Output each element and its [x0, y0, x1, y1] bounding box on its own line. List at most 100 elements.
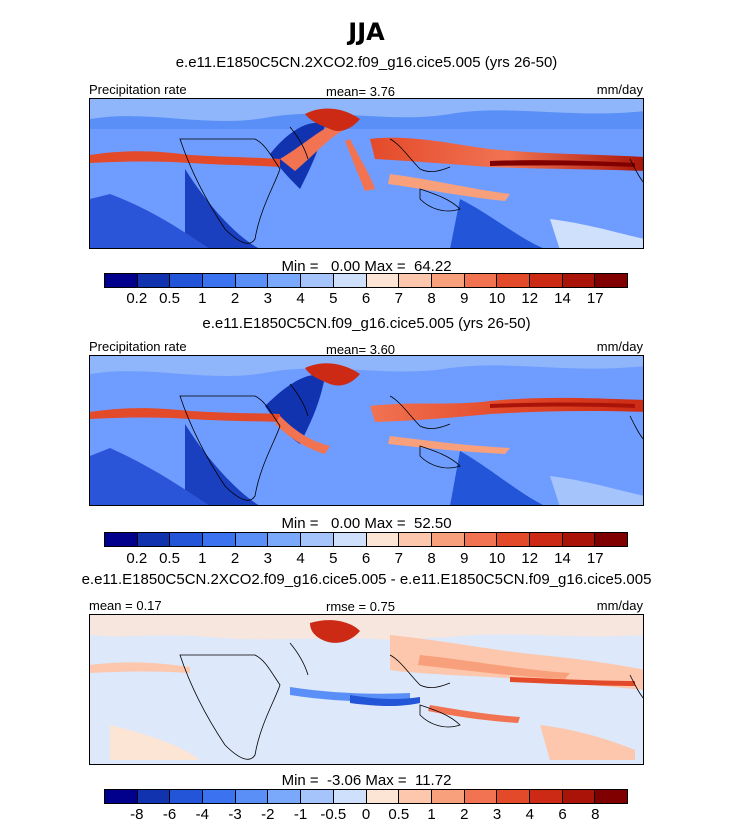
colorbar-cell	[268, 274, 302, 287]
colorbar-tick-label: -6	[162, 806, 177, 823]
colorbar-tick-label: -2	[261, 806, 275, 823]
colorbar-tick-label: 4	[525, 806, 534, 823]
panel-3-colorbar-labels: -8 -6 -4 -3 -2 -1 -0.5 0 0.5 1 2 3 4 6 8	[104, 806, 628, 824]
colorbar-tick-label: 2	[460, 806, 469, 823]
colorbar-tick-label: 3	[263, 290, 272, 307]
colorbar-cell	[105, 533, 138, 546]
colorbar-tick-label: 12	[521, 290, 539, 307]
colorbar-tick-label: 7	[394, 550, 403, 567]
colorbar-tick-label: 0	[361, 806, 371, 823]
colorbar-cell	[301, 274, 334, 287]
colorbar-tick-label: 10	[488, 290, 506, 307]
panel-1-stats: Min = 0.00 Max = 64.22	[281, 258, 452, 275]
colorbar-tick-label: 1	[198, 290, 207, 307]
panel-2-map	[89, 355, 644, 506]
colorbar-tick-label: 2	[230, 290, 240, 307]
colorbar-tick-label: -3	[228, 806, 242, 823]
colorbar-cell	[366, 274, 400, 287]
colorbar-tick-label: 2	[230, 550, 240, 567]
colorbar-tick-label: 9	[460, 550, 469, 567]
colorbar-cell	[529, 790, 563, 803]
panel-1-center-label: mean= 3.76	[326, 84, 396, 99]
colorbar-cell	[203, 790, 236, 803]
colorbar-cell	[562, 533, 596, 546]
colorbar-cell	[562, 790, 596, 803]
colorbar-cell	[464, 790, 498, 803]
colorbar-tick-label: 1	[198, 550, 207, 567]
colorbar-tick-label: 4	[296, 550, 305, 567]
season-title: JJA	[348, 18, 385, 46]
colorbar-tick-label: 8	[427, 290, 436, 307]
colorbar-cell	[235, 274, 269, 287]
colorbar-tick-label: 4	[296, 290, 305, 307]
colorbar-cell	[399, 274, 432, 287]
colorbar-cell	[137, 790, 171, 803]
colorbar-tick-label: 7	[394, 290, 403, 307]
colorbar-tick-label: -0.5	[320, 806, 347, 823]
panel-2-colorbar-labels: 0.2 0.5 1 2 3 4 5 6 7 8 9 10 12 14 17	[104, 550, 628, 568]
colorbar-tick-label: 6	[361, 550, 371, 567]
colorbar-tick-label: 0.5	[159, 290, 180, 307]
panel-1-left-label: Precipitation rate	[89, 82, 187, 97]
colorbar-cell	[366, 533, 400, 546]
colorbar-cell	[137, 533, 171, 546]
colorbar-tick-label: 0.5	[159, 550, 180, 567]
colorbar-cell	[399, 790, 432, 803]
panel-2-left-label: Precipitation rate	[89, 339, 187, 354]
colorbar-cell	[431, 533, 465, 546]
colorbar-cell	[203, 533, 236, 546]
panel-1-map	[89, 98, 644, 249]
panel-3-left-label: mean = 0.17	[89, 598, 162, 613]
panel-2-center-label: mean= 3.60	[326, 342, 396, 357]
colorbar-tick-label: 14	[554, 550, 571, 567]
colorbar-cell	[497, 274, 530, 287]
panel-3-right-label: mm/day	[596, 598, 643, 613]
colorbar-tick-label: 0.2	[126, 290, 148, 307]
panel-2-right-label: mm/day	[596, 339, 643, 354]
colorbar-cell	[268, 790, 302, 803]
panel-3-title: e.e11.E1850C5CN.2XCO2.f09_g16.cice5.005 …	[81, 571, 652, 588]
colorbar-tick-label: 5	[329, 550, 338, 567]
colorbar-tick-label: 9	[460, 290, 469, 307]
colorbar-tick-label: 6	[361, 290, 371, 307]
colorbar-cell	[105, 790, 138, 803]
colorbar-cell	[529, 533, 563, 546]
colorbar-tick-label: 12	[521, 550, 539, 567]
colorbar-cell	[529, 274, 563, 287]
panel-3-map	[89, 614, 644, 765]
colorbar-tick-label: 8	[427, 550, 436, 567]
panel-1-right-label: mm/day	[596, 82, 643, 97]
colorbar-cell	[235, 790, 269, 803]
colorbar-cell	[333, 274, 367, 287]
colorbar-cell	[595, 790, 627, 803]
colorbar-cell	[235, 533, 269, 546]
colorbar-cell	[399, 533, 432, 546]
panel-1-colorbar	[104, 273, 628, 288]
colorbar-cell	[595, 274, 627, 287]
colorbar-tick-label: 3	[263, 550, 272, 567]
colorbar-cell	[497, 790, 530, 803]
colorbar-cell	[301, 790, 334, 803]
colorbar-cell	[366, 790, 400, 803]
colorbar-tick-label: 10	[488, 550, 506, 567]
panel-2-colorbar	[104, 532, 628, 547]
colorbar-tick-label: 8	[591, 806, 600, 823]
colorbar-tick-label: 17	[586, 550, 604, 567]
colorbar-cell	[497, 533, 530, 546]
colorbar-cell	[203, 274, 236, 287]
colorbar-tick-label: -1	[293, 806, 308, 823]
colorbar-cell	[431, 790, 465, 803]
colorbar-cell	[333, 790, 367, 803]
colorbar-cell	[301, 533, 334, 546]
colorbar-tick-label: 1	[427, 806, 436, 823]
colorbar-tick-label: 17	[586, 290, 604, 307]
colorbar-cell	[431, 274, 465, 287]
colorbar-cell	[595, 533, 627, 546]
colorbar-cell	[333, 533, 367, 546]
panel-1-colorbar-labels: 0.2 0.5 1 2 3 4 5 6 7 8 9 10 12 14 17	[104, 290, 628, 308]
colorbar-cell	[170, 274, 204, 287]
panel-3-stats: Min = -3.06 Max = 11.72	[281, 772, 452, 789]
colorbar-cell	[170, 533, 204, 546]
colorbar-cell	[105, 274, 138, 287]
colorbar-cell	[464, 274, 498, 287]
